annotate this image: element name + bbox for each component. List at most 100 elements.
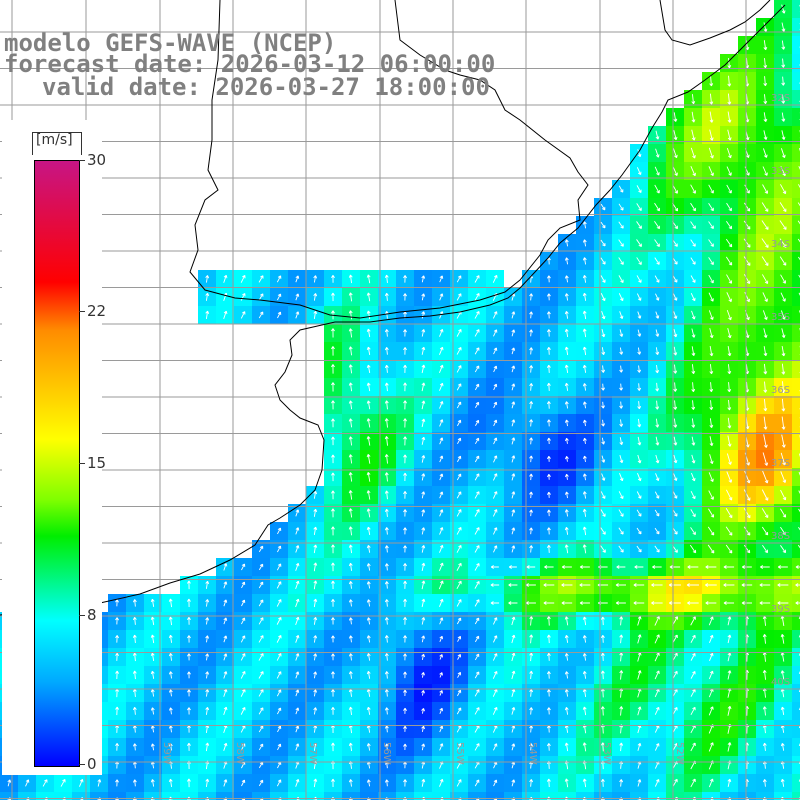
wind-arrow [727, 364, 732, 375]
wind-arrow [313, 671, 318, 679]
wind-arrow [295, 689, 300, 697]
wind-arrow [544, 565, 554, 569]
longitude-label: 55W [454, 742, 465, 765]
wind-speed-cell [306, 792, 324, 800]
wind-arrow [456, 365, 462, 373]
wind-arrow [331, 562, 335, 572]
wind-arrow [781, 381, 786, 394]
wind-arrow [493, 545, 498, 553]
wind-arrow [421, 400, 426, 410]
wind-arrow [546, 382, 551, 391]
wind-arrow [439, 382, 444, 391]
wind-arrow [781, 345, 786, 357]
wind-arrow [708, 147, 714, 159]
wind-arrow [564, 509, 569, 517]
wind-arrow [331, 490, 335, 500]
forecast-date: forecast date: 2026-03-12 06:00:00 [4, 50, 496, 78]
wind-speed-cell [0, 792, 18, 800]
wind-arrow [348, 671, 353, 679]
wind-arrow [150, 743, 155, 751]
wind-arrow [709, 418, 714, 429]
wind-arrow [691, 111, 696, 123]
wind-arrow [403, 689, 407, 696]
wind-arrow [366, 364, 371, 374]
wind-arrow [600, 634, 605, 643]
wind-arrow [403, 779, 407, 787]
wind-arrow [421, 364, 426, 374]
wind-arrow [7, 779, 12, 787]
wind-arrow [780, 526, 787, 536]
wind-arrow [205, 617, 210, 625]
wind-arrow [241, 779, 246, 787]
wind-arrow [456, 347, 462, 355]
wind-arrow [384, 418, 389, 428]
wind-arrow [762, 669, 767, 680]
wind-arrow [456, 544, 462, 553]
wind-arrow [727, 634, 732, 644]
wind-speed-cell [144, 792, 162, 800]
wind-speed-cell [396, 792, 414, 800]
wind-arrow [474, 545, 480, 553]
wind-arrow [564, 293, 569, 301]
wind-arrow [115, 743, 119, 751]
wind-arrow [115, 652, 120, 661]
wind-speed-cell [792, 162, 800, 180]
wind-arrow [525, 601, 536, 605]
wind-arrow [600, 670, 605, 680]
wind-arrow [132, 616, 137, 625]
wind-arrow [672, 742, 678, 751]
wind-arrow [691, 328, 696, 338]
wind-arrow [600, 742, 605, 752]
wind-arrow [384, 347, 389, 355]
wind-arrow [474, 779, 480, 787]
wind-speed-cell [198, 792, 216, 800]
wind-arrow [726, 274, 733, 284]
wind-arrow [168, 725, 173, 733]
wind-arrow [384, 671, 389, 679]
wind-arrow [475, 401, 480, 409]
wind-arrow [600, 527, 606, 535]
wind-arrow [313, 707, 318, 715]
wind-arrow [619, 365, 624, 373]
wind-arrow [474, 455, 480, 463]
wind-arrow [223, 653, 228, 661]
wind-arrow [474, 707, 480, 715]
wind-arrow [348, 526, 353, 536]
wind-speed-cell [792, 36, 800, 54]
wind-arrow [150, 670, 155, 679]
wind-arrow [403, 725, 407, 732]
wind-arrow [384, 779, 389, 787]
wind-arrow [258, 563, 264, 571]
wind-arrow [780, 778, 785, 787]
wind-arrow [529, 545, 534, 553]
wind-speed-cell [792, 288, 800, 306]
wind-speed-cell [792, 198, 800, 216]
wind-arrow [313, 598, 318, 608]
wind-arrow [579, 583, 591, 587]
wind-arrow [313, 580, 318, 590]
wind-arrow [781, 40, 786, 50]
wind-arrow [168, 598, 173, 608]
wind-arrow [561, 601, 573, 605]
wind-arrow [798, 526, 800, 531]
wind-arrow [759, 601, 771, 605]
wind-arrow [654, 527, 660, 535]
valid-date: valid date: 2026-03-27 18:00:00 [42, 73, 490, 101]
wind-arrow [672, 778, 678, 788]
wind-arrow [403, 598, 407, 607]
wind-arrow [798, 256, 800, 261]
colorbar-tick-label: 30 [87, 151, 107, 169]
longitude-label: 59W [161, 742, 172, 765]
wind-arrow [691, 94, 696, 105]
wind-vector-arrows [7, 4, 800, 800]
wind-arrow [637, 436, 642, 446]
wind-arrow [493, 365, 498, 373]
wind-arrow [439, 364, 444, 374]
wind-arrow [582, 616, 587, 626]
wind-arrow [490, 583, 500, 587]
wind-arrow [421, 527, 426, 535]
wind-arrow [705, 601, 717, 605]
longitude-label: 53W [601, 742, 612, 765]
wind-arrow [668, 601, 681, 605]
wind-arrow [421, 382, 426, 392]
